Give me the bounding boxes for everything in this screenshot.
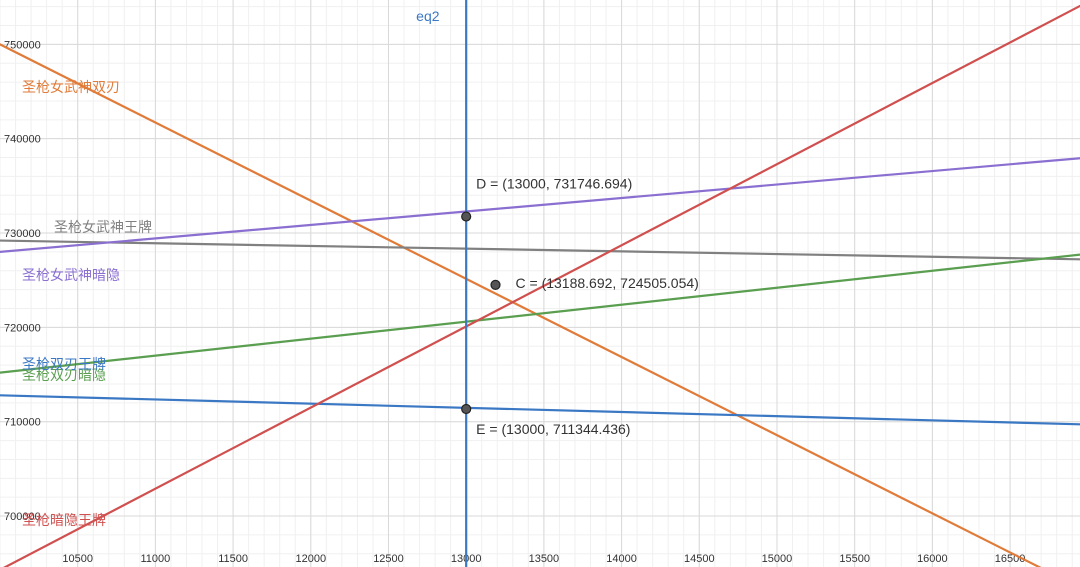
x-tick-label: 12000 [295, 553, 326, 565]
y-tick-label: 730000 [4, 228, 41, 240]
series-line [0, 239, 1080, 261]
point-label: C = (13188.692, 724505.054) [516, 275, 699, 291]
x-tick-label: 11500 [218, 553, 248, 565]
curve-label: 圣枪暗隐王牌 [22, 512, 106, 528]
point-label: E = (13000, 711344.436) [476, 421, 630, 437]
x-tick-label: 14500 [684, 553, 715, 565]
y-tick-label: 710000 [4, 417, 41, 429]
y-tick-label: 700000 [4, 511, 41, 523]
y-tick-label: 720000 [4, 322, 41, 334]
x-tick-label: 13500 [529, 553, 560, 565]
x-tick-label: 14000 [606, 553, 637, 565]
x-axis-tick-labels: 1050011000115001200012500130001350014000… [62, 553, 1025, 565]
x-tick-label: 15000 [762, 553, 793, 565]
x-tick-label: 16000 [917, 553, 948, 565]
point-marker [490, 279, 501, 290]
curve-label: 圣枪女武神王牌 [54, 219, 152, 235]
x-tick-label: 10500 [62, 553, 93, 565]
y-tick-label: 740000 [4, 134, 41, 146]
series-line [0, 394, 1080, 426]
vertical-lines: eq2 [416, 0, 468, 567]
curve-label: 圣枪双刃暗隐 [22, 367, 106, 383]
series-line [0, 253, 1080, 374]
point-label: D = (13000, 731746.694) [476, 176, 632, 192]
points: D = (13000, 731746.694) C = (13188.692, 7… [461, 176, 699, 437]
vertical-line-label: eq2 [416, 8, 440, 24]
y-axis-tick-labels: 700000 710000 720000 730000 740000 750000 [4, 39, 41, 523]
series-line [0, 157, 1080, 253]
y-tick-label: 750000 [4, 39, 41, 51]
x-tick-label: 12500 [373, 553, 404, 565]
curve-label: 圣枪双刃王牌 [22, 356, 106, 372]
series-line [0, 43, 1042, 567]
x-tick-label: 15500 [839, 553, 870, 565]
point-marker [461, 403, 472, 415]
point-marker [461, 211, 472, 222]
curve-label: 圣枪女武神双刃 [22, 79, 120, 95]
x-tick-label: 11000 [141, 553, 171, 565]
curve-label: 圣枪女武神暗隐 [22, 267, 120, 283]
